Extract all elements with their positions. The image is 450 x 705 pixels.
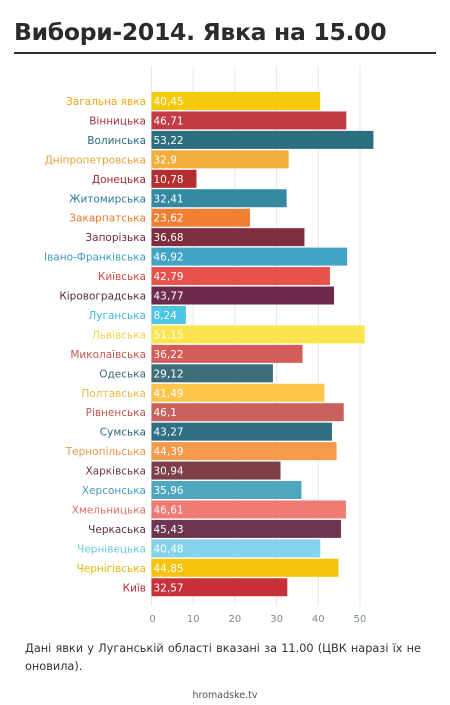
category-label: Житомирська: [69, 193, 146, 205]
bar: [151, 481, 302, 499]
bar-value-label: 45,43: [154, 524, 184, 536]
bar-value-label: 10,78: [154, 174, 184, 186]
bar: [151, 92, 321, 110]
bar: [151, 519, 341, 538]
bar-value-label: 40,45: [154, 96, 184, 108]
source-credit: hromadske.tv: [192, 690, 258, 701]
bar-value-label: 35,96: [154, 485, 184, 497]
bar: [151, 578, 288, 597]
bar: [151, 422, 332, 441]
bar: [151, 150, 289, 169]
bar: [151, 344, 303, 363]
category-label: Чернівецька: [77, 543, 146, 555]
category-label: Харківська: [86, 466, 146, 478]
bar-value-label: 53,22: [154, 135, 184, 147]
x-tick-label: 0: [149, 614, 155, 625]
category-label: Волинська: [87, 135, 146, 147]
bar-value-label: 51,15: [154, 329, 184, 341]
category-label: Вінницька: [89, 115, 146, 127]
bar: [151, 228, 305, 247]
category-label: Донецька: [92, 174, 146, 186]
bar: [151, 169, 197, 188]
title-divider: [14, 52, 436, 54]
category-label: Київ: [123, 582, 146, 594]
x-tick-label: 30: [270, 614, 283, 625]
bar-value-label: 29,12: [154, 368, 184, 380]
bar: [151, 539, 321, 558]
category-label: Хмельницька: [72, 504, 146, 516]
bar-value-label: 43,77: [154, 291, 184, 303]
bar-value-label: 36,68: [154, 232, 184, 244]
bar: [151, 111, 347, 130]
footnote: Дані явки у Луганській області вказані з…: [25, 642, 421, 673]
bar: [151, 189, 287, 208]
bar-value-label: 40,48: [154, 543, 184, 555]
bar: [151, 403, 344, 422]
x-tick-label: 50: [354, 614, 367, 625]
category-label: Тернопільська: [65, 446, 146, 458]
category-label: Дніпропетровська: [45, 154, 146, 166]
category-label: Черкаська: [88, 524, 146, 536]
category-label: Чернігівська: [77, 563, 146, 575]
page-title: Вибори-2014. Явка на 15.00: [14, 18, 387, 46]
x-tick-label: 20: [229, 614, 242, 625]
bar: [151, 208, 250, 227]
category-label: Львівська: [92, 329, 146, 341]
category-label: Полтавська: [81, 388, 146, 400]
bar: [151, 364, 273, 383]
bar: [151, 305, 186, 324]
bar-value-label: 43,27: [154, 427, 184, 439]
bar: [151, 383, 325, 402]
bar: [151, 461, 281, 480]
category-label: Закарпатська: [69, 213, 146, 225]
bar-value-label: 30,94: [154, 466, 184, 478]
bar-value-label: 32,41: [154, 193, 184, 205]
bar: [151, 325, 365, 344]
category-label: Луганська: [88, 310, 146, 322]
category-label: Кіровоградська: [59, 291, 146, 303]
bar-value-label: 46,61: [154, 504, 184, 516]
bar-value-label: 46,92: [154, 252, 184, 264]
category-label: Херсонська: [82, 485, 146, 497]
bar: [151, 267, 330, 286]
category-label: Запорізька: [85, 232, 146, 244]
bar-value-label: 42,79: [154, 271, 184, 283]
bar: [151, 130, 374, 149]
category-label: Миколаївська: [70, 349, 146, 361]
bar-value-label: 32,9: [154, 154, 177, 166]
category-label: Загальна явка: [66, 96, 146, 108]
x-tick-label: 10: [187, 614, 200, 625]
bar-value-label: 41,49: [154, 388, 184, 400]
bar-value-label: 23,62: [154, 213, 184, 225]
category-label: Рівненська: [86, 407, 146, 419]
bar: [151, 286, 335, 305]
bar-chart: 0 10 20 30 40 50 40,45 Загальна явка 46,71 Вінниц…: [44, 66, 374, 625]
bar-value-label: 32,57: [154, 582, 184, 594]
category-label: Одеська: [99, 368, 146, 380]
x-tick-label: 40: [312, 614, 325, 625]
category-label: Київська: [98, 271, 146, 283]
bar: [151, 442, 337, 461]
bar-value-label: 8,24: [154, 310, 178, 322]
bar-value-label: 46,71: [154, 115, 184, 127]
bar: [151, 500, 346, 519]
category-label: Сумська: [100, 427, 146, 439]
bar-value-label: 44,39: [154, 446, 184, 458]
bar-value-label: 46,1: [154, 407, 177, 419]
bar-value-label: 44,85: [154, 563, 184, 575]
bar-value-label: 36,22: [154, 349, 184, 361]
bar: [151, 558, 339, 577]
category-label: Івано-Франківська: [44, 252, 146, 264]
bar: [151, 247, 348, 266]
